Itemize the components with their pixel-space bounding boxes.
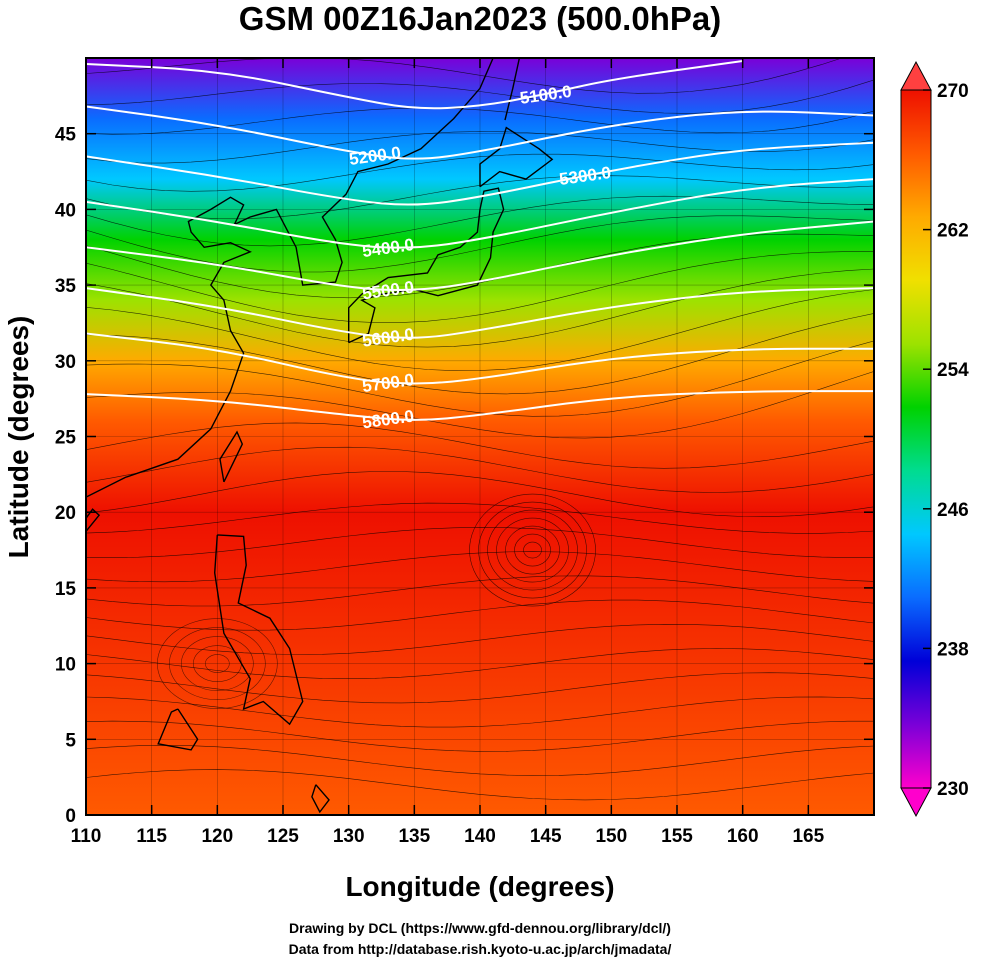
contour-line <box>86 332 874 385</box>
y-tick-label: 35 <box>55 276 77 297</box>
chart-title: GSM 00Z16Jan2023 (500.0hPa) <box>239 0 721 37</box>
x-axis-label: Longitude (degrees) <box>345 871 614 902</box>
y-tick-label: 40 <box>55 200 76 221</box>
colorbar-tick-label: 270 <box>937 81 969 102</box>
contour-line <box>86 60 743 110</box>
x-tick-label: 165 <box>792 826 824 847</box>
coastline-segment <box>479 126 554 188</box>
coastline-segment <box>219 430 244 483</box>
contour-line <box>86 390 874 421</box>
y-tick-label: 25 <box>55 428 77 449</box>
colorbar-extend-max <box>900 60 932 91</box>
x-tick-label: 120 <box>201 826 233 847</box>
coastline-segment <box>213 534 304 726</box>
coastline-segment <box>86 58 494 498</box>
contour-line <box>86 141 874 206</box>
coastline-segment <box>504 58 521 121</box>
x-tick-label: 145 <box>530 826 562 847</box>
x-tick-label: 130 <box>333 826 365 847</box>
y-tick-label: 0 <box>65 806 76 827</box>
y-tick-label: 20 <box>55 503 76 524</box>
x-tick-label: 135 <box>398 826 430 847</box>
colorbar: 230 238 246 254 262 270 <box>900 60 969 818</box>
y-tick-label: 30 <box>55 352 76 373</box>
y-tick-label: 10 <box>55 655 76 676</box>
credit-data: Data from http://database.rish.kyoto-u.a… <box>289 941 672 957</box>
y-axis-label: Latitude (degrees) <box>3 316 34 559</box>
coastline-segment <box>311 784 330 814</box>
wind-streamlines <box>86 58 874 801</box>
coastline-segment <box>86 508 101 533</box>
colorbar-tick-label: 230 <box>937 779 969 800</box>
coastline-segment <box>157 708 199 751</box>
colorbar-tick-label: 254 <box>937 360 969 381</box>
colorbar-tick-label: 238 <box>937 639 969 660</box>
x-tick-label: 115 <box>136 826 167 847</box>
colorbar-extend-min <box>900 787 932 818</box>
x-axis-ticks: 110 115 120 125 130 135 140 145 150 155 160 165 <box>71 58 825 847</box>
y-tick-label: 15 <box>55 579 77 600</box>
x-tick-label: 155 <box>661 826 693 847</box>
coastline-segment <box>348 187 505 344</box>
x-tick-label: 150 <box>595 826 627 847</box>
gridlines <box>86 58 874 815</box>
coastlines <box>86 58 554 814</box>
contour-line <box>86 220 874 292</box>
colorbar-tick-label: 262 <box>937 221 969 242</box>
y-axis-ticks: 0 5 10 15 20 25 30 35 40 45 <box>55 125 874 827</box>
plot-area: 5100.05200.05300.05400.05500.05600.05700… <box>85 57 875 816</box>
contour-line <box>86 178 874 249</box>
colorbar-tick-label: 246 <box>937 500 969 521</box>
x-tick-label: 125 <box>267 826 299 847</box>
y-tick-label: 45 <box>55 125 77 146</box>
x-tick-label: 140 <box>464 826 496 847</box>
colorbar-bar <box>900 89 932 789</box>
x-tick-label: 160 <box>727 826 759 847</box>
contour-line <box>86 105 874 160</box>
x-tick-label: 110 <box>71 826 102 847</box>
credit-drawing: Drawing by DCL (https://www.gfd-dennou.o… <box>289 920 671 936</box>
y-tick-label: 5 <box>65 730 76 751</box>
contour-line <box>86 287 874 339</box>
